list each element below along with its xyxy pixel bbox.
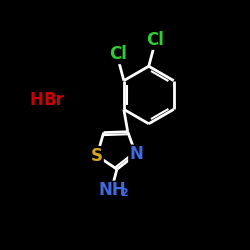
Text: Cl: Cl bbox=[146, 31, 164, 49]
Text: 2: 2 bbox=[120, 188, 128, 198]
Text: Cl: Cl bbox=[109, 46, 126, 63]
Text: NH: NH bbox=[98, 182, 126, 200]
Text: S: S bbox=[91, 147, 103, 165]
Text: N: N bbox=[129, 146, 143, 164]
Text: H: H bbox=[29, 91, 43, 109]
Text: Br: Br bbox=[43, 91, 64, 109]
